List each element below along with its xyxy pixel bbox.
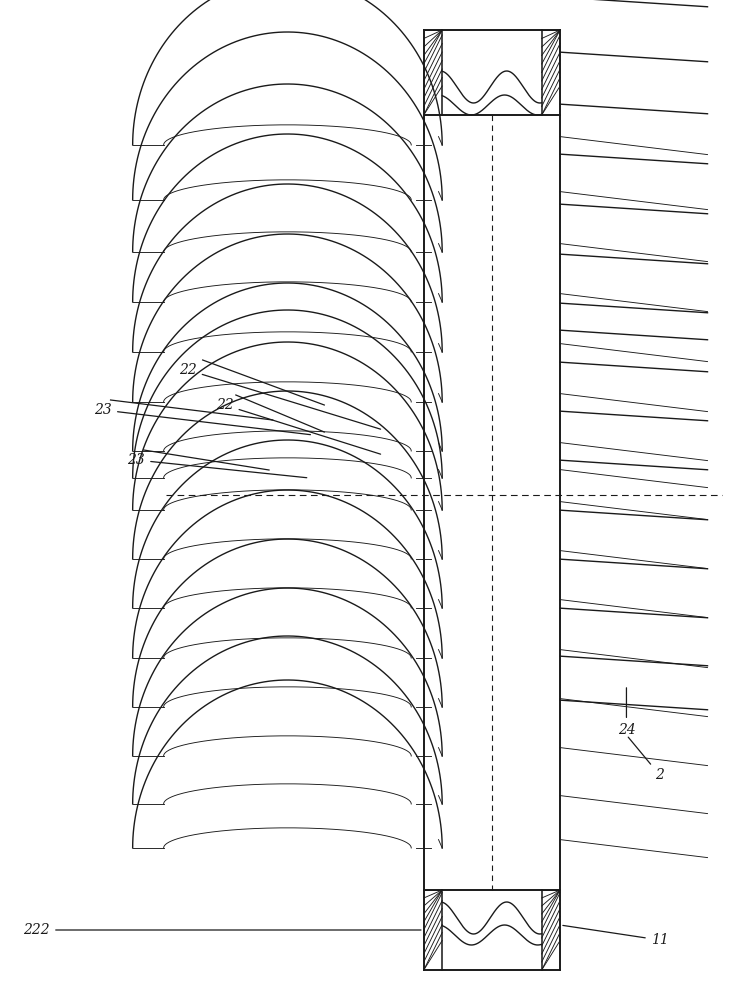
Text: 222: 222 [24,923,421,937]
Text: 11: 11 [563,925,668,947]
Text: 2: 2 [628,737,664,782]
Text: 23: 23 [94,403,310,435]
Text: 23: 23 [128,453,307,478]
Text: 22: 22 [216,398,380,454]
Text: 22: 22 [179,363,380,429]
Text: 24: 24 [618,688,635,737]
